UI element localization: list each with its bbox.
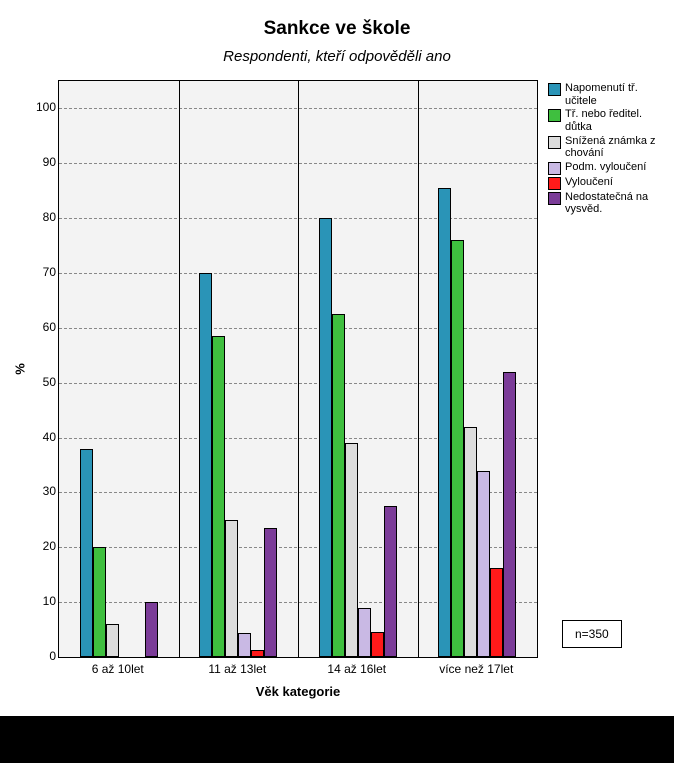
legend-item: Vyloučení — [548, 176, 670, 190]
bar — [106, 624, 119, 657]
legend-label: Vyloučení — [565, 176, 670, 189]
x-tick-label: 14 až 16let — [327, 662, 386, 676]
chart-card: Sankce ve škole Respondenti, kteří odpov… — [0, 0, 674, 716]
bar — [332, 314, 345, 657]
y-tick-label: 70 — [16, 265, 56, 279]
legend-item: Snížená známka z chování — [548, 135, 670, 160]
bar — [464, 427, 477, 657]
group-divider — [179, 81, 180, 657]
y-tick-label: 90 — [16, 155, 56, 169]
legend-swatch — [548, 162, 561, 175]
legend-label: Nedostatečná na vysvěd. — [565, 191, 670, 216]
bar — [358, 608, 371, 657]
legend-swatch — [548, 177, 561, 190]
x-tick-label: více než 17let — [439, 662, 513, 676]
legend-label: Podm. vyloučení — [565, 161, 670, 174]
bar — [199, 273, 212, 657]
x-tick-label: 6 až 10let — [92, 662, 144, 676]
bar — [477, 471, 490, 658]
y-tick-label: 0 — [16, 649, 56, 663]
bar — [212, 336, 225, 657]
sample-size-note: n=350 — [562, 620, 622, 648]
x-axis-label: Věk kategorie — [58, 684, 538, 699]
legend-item: Podm. vyloučení — [548, 161, 670, 175]
y-tick-label: 80 — [16, 210, 56, 224]
y-tick-label: 100 — [16, 100, 56, 114]
bar — [345, 443, 358, 657]
bar — [438, 188, 451, 657]
legend-swatch — [548, 192, 561, 205]
chart-title: Sankce ve škole — [0, 18, 674, 40]
legend-item: Tř. nebo ředitel. důtka — [548, 108, 670, 133]
legend-item: Napomenutí tř. učitele — [548, 82, 670, 107]
bar — [80, 449, 93, 657]
bar — [503, 372, 516, 657]
legend-item: Nedostatečná na vysvěd. — [548, 191, 670, 216]
chart-subtitle: Respondenti, kteří odpověděli ano — [0, 48, 674, 65]
group-divider — [298, 81, 299, 657]
y-tick-label: 10 — [16, 594, 56, 608]
legend-label: Snížená známka z chování — [565, 135, 670, 160]
plot-area — [58, 80, 538, 658]
bar — [371, 632, 384, 657]
y-tick-label: 20 — [16, 539, 56, 553]
legend-swatch — [548, 109, 561, 122]
y-axis-label: % — [12, 363, 27, 375]
y-tick-label: 60 — [16, 320, 56, 334]
bar — [490, 568, 503, 657]
y-tick-label: 30 — [16, 484, 56, 498]
bar — [264, 528, 277, 657]
x-tick-label: 11 až 13let — [208, 662, 266, 676]
y-tick-label: 40 — [16, 430, 56, 444]
bar — [451, 240, 464, 657]
y-tick-label: 50 — [16, 375, 56, 389]
page: Sankce ve škole Respondenti, kteří odpov… — [0, 0, 674, 763]
legend-label: Napomenutí tř. učitele — [565, 82, 670, 107]
legend: Napomenutí tř. učiteleTř. nebo ředitel. … — [548, 82, 670, 217]
bar — [225, 520, 238, 657]
legend-swatch — [548, 136, 561, 149]
bar — [319, 218, 332, 657]
legend-label: Tř. nebo ředitel. důtka — [565, 108, 670, 133]
group-divider — [418, 81, 419, 657]
bar — [238, 633, 251, 657]
bar — [93, 547, 106, 657]
bar — [145, 602, 158, 657]
bar — [384, 506, 397, 657]
legend-swatch — [548, 83, 561, 96]
bar — [251, 650, 264, 657]
